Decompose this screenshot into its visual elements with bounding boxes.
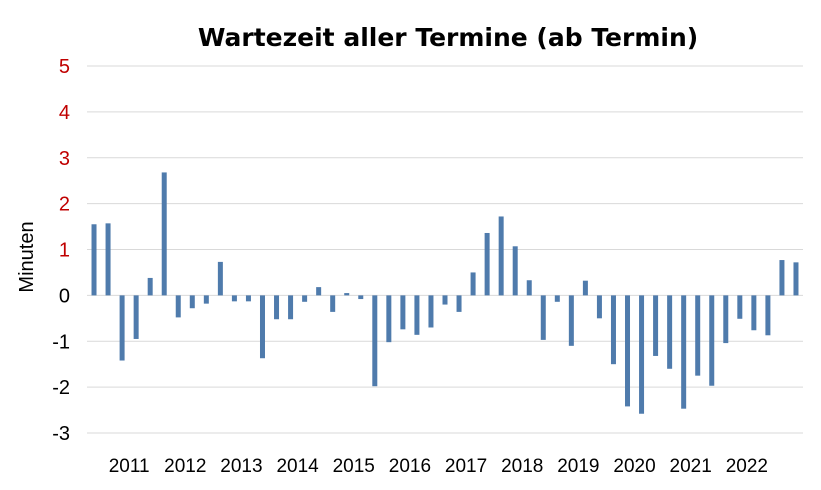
bar: [358, 295, 364, 300]
chart-title: Wartezeit aller Termine (ab Termin): [198, 23, 698, 52]
bar: [793, 262, 799, 296]
x-tick-labels: 2011 2012 2013 2014 2015 2016 2017 2018 2019 2020…: [109, 456, 768, 477]
x-tick-label: 2016: [389, 456, 431, 477]
bar: [217, 261, 223, 296]
y-tick-label: 2: [59, 194, 70, 216]
bar: [456, 295, 462, 312]
bar: [330, 295, 336, 312]
bar: [639, 295, 645, 414]
x-tick-label: 2011: [109, 456, 150, 477]
bar: [765, 295, 771, 336]
bar: [161, 172, 167, 296]
bars: [91, 172, 799, 414]
bar: [568, 295, 574, 346]
bar: [105, 223, 111, 296]
y-axis-label: Minuten: [16, 221, 38, 292]
bar: [625, 295, 631, 407]
bar: [667, 295, 673, 369]
bar: [316, 287, 322, 296]
bar: [274, 295, 280, 320]
bar: [653, 295, 659, 356]
x-tick-label: 2021: [670, 456, 712, 477]
bar: [203, 295, 209, 304]
bar: [91, 224, 97, 296]
y-tick-label: 5: [59, 56, 70, 78]
bar: [709, 295, 715, 386]
bar: [414, 295, 420, 335]
y-tick-label: 3: [59, 148, 70, 170]
bar: [189, 295, 195, 309]
bar: [610, 295, 616, 365]
bar: [288, 295, 294, 320]
bar: [751, 295, 757, 331]
bar: [147, 277, 153, 296]
bar: [428, 295, 434, 328]
y-tick-label: -1: [52, 331, 70, 353]
bar: [737, 295, 743, 319]
bar: [596, 295, 602, 319]
bar: [259, 295, 265, 359]
x-tick-label: 2022: [726, 456, 768, 477]
bar: [554, 295, 560, 302]
x-tick-label: 2015: [333, 456, 375, 477]
bar: [695, 295, 701, 376]
x-tick-label: 2012: [164, 456, 206, 477]
y-tick-label: 0: [59, 285, 70, 307]
y-tick-label: -3: [52, 423, 70, 445]
bar: [400, 295, 406, 330]
bar: [442, 295, 448, 305]
bar: [302, 295, 308, 302]
x-tick-label: 2020: [613, 456, 655, 477]
x-tick-label: 2018: [501, 456, 543, 477]
y-tick-label: 1: [59, 240, 70, 262]
bar: [512, 246, 518, 296]
bar: [386, 295, 392, 343]
bar: [344, 293, 350, 296]
bar: [681, 295, 687, 409]
bar: [498, 216, 504, 296]
bar: [582, 280, 588, 296]
x-tick-label: 2019: [557, 456, 599, 477]
bar: [372, 295, 378, 387]
bar: [779, 260, 785, 296]
bar: [175, 295, 181, 318]
bar: [540, 295, 546, 340]
bar: [526, 280, 532, 296]
y-tick-labels: 5 4 3 2 1 0 -1 -2 -3: [52, 56, 70, 445]
x-tick-label: 2017: [445, 456, 487, 477]
bar: [245, 295, 251, 302]
x-tick-label: 2014: [276, 456, 319, 477]
y-tick-label: 4: [59, 102, 70, 124]
x-tick-label: 2013: [220, 456, 262, 477]
bar: [119, 295, 125, 361]
bar: [231, 295, 237, 302]
bar: [133, 295, 139, 339]
bar: [484, 232, 490, 296]
y-tick-label: -2: [52, 377, 70, 399]
gridlines: [87, 65, 803, 434]
bar: [723, 295, 729, 344]
bar: [470, 272, 476, 296]
